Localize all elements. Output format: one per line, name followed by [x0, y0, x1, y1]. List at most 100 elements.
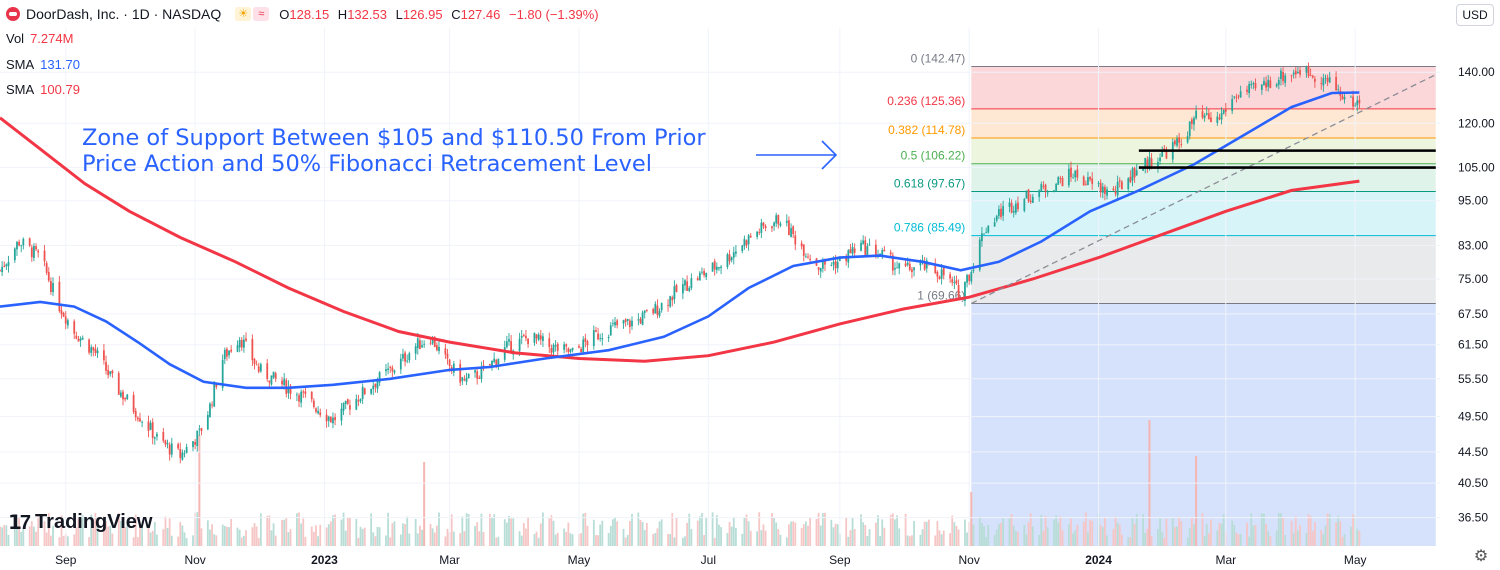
candle-body: [1116, 181, 1119, 196]
volume-bar: [834, 523, 837, 546]
candle-body: [183, 453, 186, 455]
volume-bar: [310, 526, 313, 546]
volume-bar: [73, 534, 76, 546]
volume-bar: [300, 523, 303, 546]
volume-bar: [389, 537, 392, 546]
volume-bar: [985, 537, 988, 546]
volume-bar: [637, 512, 640, 546]
volume-bar: [404, 524, 406, 546]
candle-body: [1263, 80, 1265, 86]
candle-body: [749, 235, 752, 238]
candle-body: [1260, 84, 1263, 91]
volume-bar: [1297, 530, 1299, 546]
volume-bar: [940, 534, 943, 546]
volume-bar: [923, 521, 926, 546]
candle-body: [637, 319, 640, 321]
volume-bar: [49, 535, 52, 546]
volume-bar: [681, 537, 684, 546]
candle-body: [423, 343, 426, 345]
candle-body: [43, 250, 46, 262]
volume-bar: [726, 533, 729, 546]
volume-bar: [3, 525, 6, 546]
volume-bar: [270, 530, 273, 546]
high-label: H: [337, 6, 348, 22]
candle-body: [16, 241, 18, 250]
volume-indicator[interactable]: Vol 7.274M: [6, 31, 73, 46]
wave-icon: ≈: [253, 7, 270, 21]
volume-bar: [378, 527, 381, 546]
currency-button[interactable]: USD: [1456, 4, 1494, 26]
candle-body: [259, 364, 262, 372]
candle-body: [1017, 202, 1019, 210]
candle-body: [302, 391, 305, 393]
sma1-label: SMA: [6, 57, 35, 72]
candle-body: [230, 349, 233, 352]
candle-body: [614, 322, 616, 326]
candle-body: [824, 259, 826, 265]
candle-body: [1031, 196, 1034, 203]
volume-bar: [47, 513, 50, 546]
candle-body: [1322, 78, 1325, 86]
volume-bar: [802, 524, 805, 546]
tradingview-logo[interactable]: 𝟭7 TradingView: [8, 510, 153, 535]
candle-body: [667, 304, 669, 306]
candle-body: [1309, 74, 1312, 76]
candle-body: [1237, 95, 1240, 97]
volume-bar: [1248, 536, 1251, 546]
volume-bar: [281, 519, 283, 546]
market-status[interactable]: ☀ ≈: [235, 7, 270, 21]
candle-body: [162, 431, 165, 441]
volume-bar: [864, 525, 867, 546]
volume-bar: [363, 527, 366, 546]
candle-body: [107, 369, 110, 376]
candle-body: [832, 261, 835, 265]
candle-body: [510, 341, 513, 353]
candle-body: [995, 215, 998, 221]
candle-body: [270, 375, 273, 385]
candle-body: [372, 385, 375, 390]
candle-body: [586, 341, 589, 346]
volume-bar: [804, 521, 807, 546]
volume-bar: [242, 535, 245, 546]
candle-body: [785, 220, 788, 223]
candle-body: [896, 267, 898, 269]
volume-bar: [1176, 526, 1178, 546]
symbol-title[interactable]: DoorDash, Inc. · 1D · NASDAQ: [26, 6, 222, 22]
candle-body: [760, 222, 763, 233]
sma1-value: 131.70: [40, 57, 80, 72]
volume-bar: [92, 520, 95, 546]
volume-bar: [1089, 519, 1091, 546]
volume-bar: [196, 512, 199, 546]
candle-body: [696, 278, 699, 281]
volume-bar: [416, 533, 419, 546]
candle-body: [319, 412, 322, 416]
candle-body: [747, 235, 750, 245]
candle-body: [925, 260, 928, 269]
volume-bar: [874, 522, 877, 546]
x-tick-label: Sep: [55, 553, 77, 567]
fib-zone-1: [971, 303, 1436, 546]
settings-gear-icon[interactable]: ⚙: [1473, 548, 1489, 565]
candle-body: [1165, 149, 1168, 159]
sma200-indicator[interactable]: SMA 100.79: [6, 82, 80, 97]
volume-bar: [109, 525, 112, 546]
candle-body: [147, 421, 150, 431]
volume-bar: [1356, 528, 1359, 546]
volume-bar: [1112, 529, 1115, 546]
candle-body: [421, 345, 423, 348]
volume-bar: [255, 526, 258, 546]
candle-body: [612, 323, 614, 325]
volume-bar: [1099, 525, 1102, 546]
volume-bar: [346, 517, 349, 546]
volume-bar: [1188, 527, 1191, 546]
volume-bar: [987, 525, 990, 546]
volume-bar: [162, 529, 165, 546]
candle-body: [1127, 178, 1130, 190]
candle-body: [968, 274, 971, 281]
candle-body: [1193, 118, 1195, 125]
volume-bar: [1250, 513, 1253, 546]
sma50-indicator[interactable]: SMA 131.70: [6, 57, 80, 72]
candle-body: [245, 338, 247, 341]
volume-bar: [5, 525, 8, 546]
